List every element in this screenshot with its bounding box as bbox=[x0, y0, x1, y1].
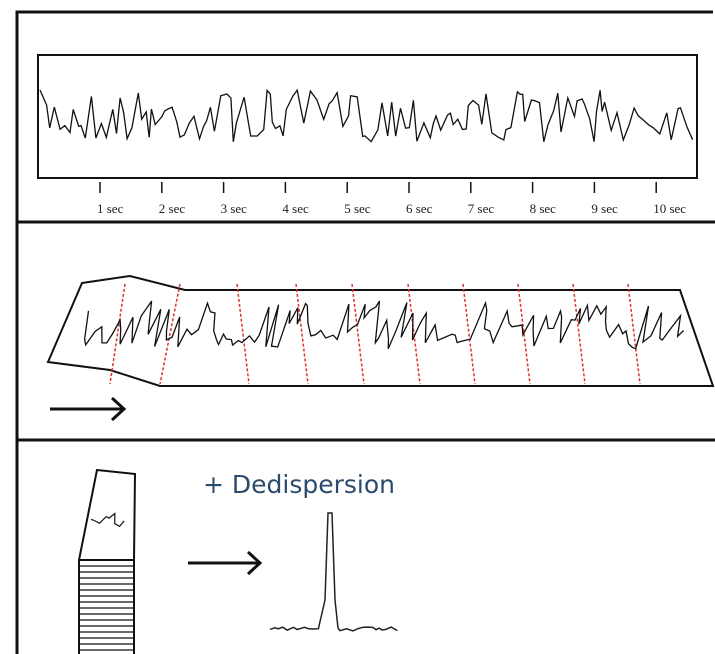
time-axis: 1 sec 2 sec 3 sec 4 sec 5 sec 6 sec 7 sec 8 sec… bbox=[97, 182, 686, 216]
signal-box bbox=[37, 54, 698, 179]
period-line bbox=[407, 283, 421, 385]
period-line bbox=[236, 283, 250, 385]
top-card bbox=[77, 468, 137, 561]
tick-label: 4 sec bbox=[282, 201, 309, 216]
period-markers bbox=[109, 283, 641, 385]
arrow bbox=[50, 396, 127, 422]
card-stack bbox=[77, 468, 137, 654]
period-line bbox=[627, 283, 641, 385]
tick-label: 1 sec bbox=[97, 201, 124, 216]
pulse-profile bbox=[269, 512, 398, 632]
annotation: + Dedispersion bbox=[203, 470, 395, 499]
frame bbox=[15, 10, 715, 654]
period-line bbox=[109, 283, 126, 385]
tick-label: 5 sec bbox=[344, 201, 371, 216]
tick-label: 8 sec bbox=[530, 201, 557, 216]
period-line bbox=[295, 283, 309, 385]
period-line bbox=[572, 283, 586, 385]
period-line bbox=[159, 283, 181, 385]
signal-trace bbox=[39, 88, 694, 143]
folded-strip bbox=[46, 274, 715, 387]
tick-label: 7 sec bbox=[468, 201, 495, 216]
folded-trace bbox=[83, 300, 685, 350]
tick-label: 6 sec bbox=[406, 201, 433, 216]
period-line bbox=[462, 283, 476, 385]
period-line bbox=[351, 283, 365, 385]
tick-label: 2 sec bbox=[159, 201, 186, 216]
tick-label: 9 sec bbox=[591, 201, 618, 216]
tick-label: 3 sec bbox=[221, 201, 248, 216]
tick-label: 10 sec bbox=[653, 201, 686, 216]
card-trace bbox=[90, 512, 125, 528]
arrow bbox=[188, 550, 263, 576]
